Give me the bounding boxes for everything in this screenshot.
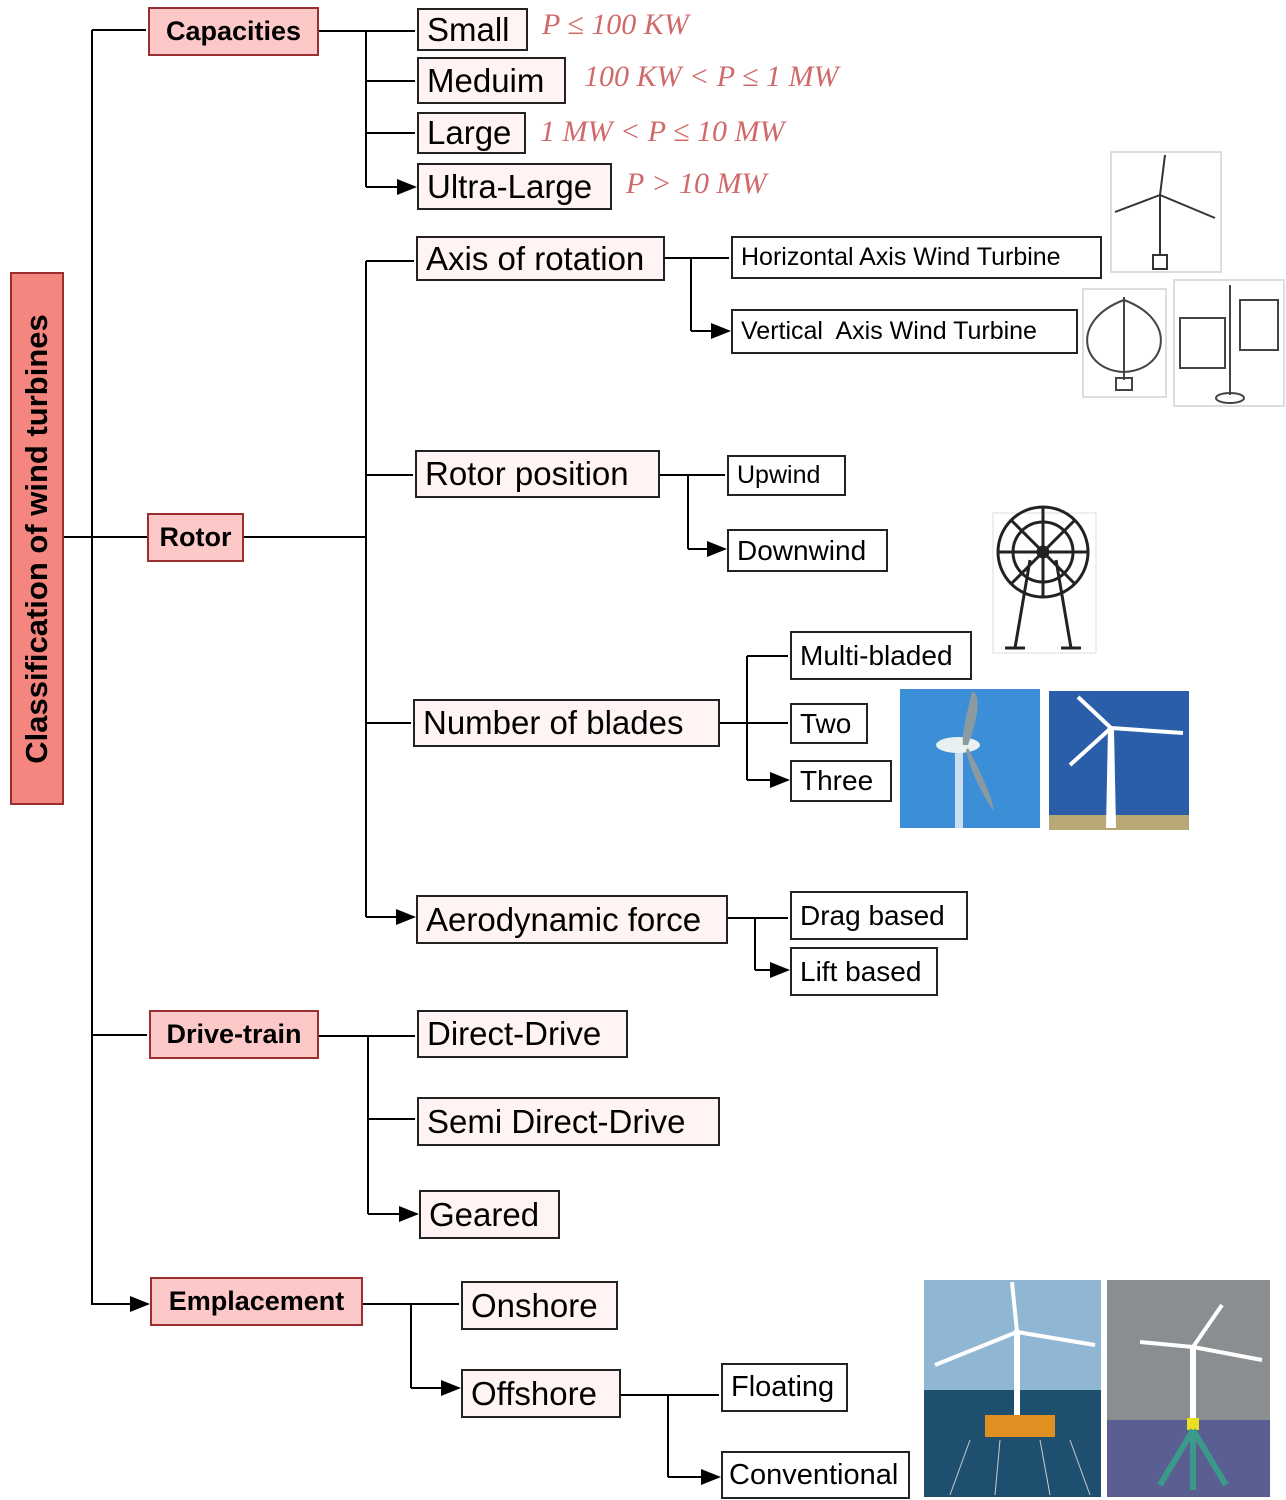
leaf-node: Floating (721, 1363, 848, 1412)
multi-blade-sketch (992, 505, 1097, 654)
category-node: Emplacement (150, 1277, 363, 1326)
node: Number of blades (413, 699, 720, 747)
three-blade-photo (1049, 691, 1189, 830)
leaf-node: Drag based (790, 891, 968, 940)
leaf-node: Downwind (727, 529, 888, 572)
node: Small (417, 8, 528, 51)
leaf-node: Lift based (790, 947, 938, 996)
range-formula: P ≤ 100 KW (542, 8, 689, 41)
node: Onshore (461, 1281, 618, 1330)
category-node: Rotor (147, 513, 244, 562)
offshore-floating-photo (924, 1280, 1101, 1497)
leaf-node: Three (790, 760, 892, 802)
offshore-conventional-photo (1107, 1280, 1270, 1497)
range-formula: 1 MW < P ≤ 10 MW (540, 115, 785, 148)
category-node: Capacities (148, 7, 319, 56)
node: Axis of rotation (416, 236, 665, 281)
two-blade-photo (900, 689, 1040, 828)
category-node: Drive-train (149, 1010, 319, 1059)
leaf-node: Two (790, 703, 868, 744)
leaf-node: Vertical Axis Wind Turbine (731, 309, 1078, 354)
vawt-sketch (1082, 279, 1285, 407)
node: Offshore (461, 1369, 621, 1418)
node: Rotor position (415, 450, 660, 498)
root-label: Classification of wind turbines (19, 313, 54, 764)
leaf-node: Horizontal Axis Wind Turbine (731, 236, 1102, 279)
root-node: Classification of wind turbines (10, 272, 64, 805)
leaf-node: Upwind (727, 455, 846, 496)
leaf-node: Conventional (721, 1451, 910, 1499)
node: Direct-Drive (417, 1010, 628, 1058)
range-formula: P > 10 MW (626, 167, 767, 200)
node: Aerodynamic force (416, 895, 728, 944)
range-formula: 100 KW < P ≤ 1 MW (584, 60, 839, 93)
lines (64, 29, 788, 1477)
node: Ultra-Large (417, 163, 612, 210)
node: Large (417, 112, 526, 154)
leaf-node: Multi-bladed (790, 631, 972, 680)
hawt-sketch (1110, 151, 1222, 273)
node: Semi Direct-Drive (417, 1097, 720, 1146)
node: Meduim (417, 57, 566, 104)
node: Geared (419, 1190, 560, 1239)
